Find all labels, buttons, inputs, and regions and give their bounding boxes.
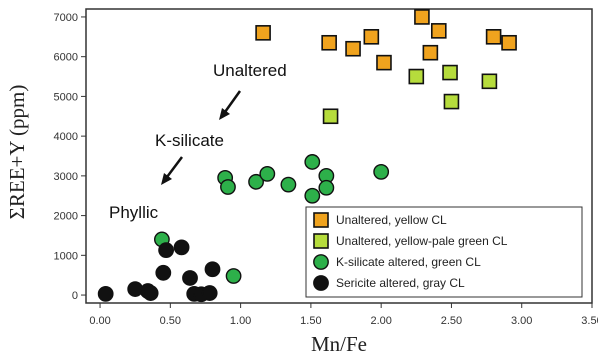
data-point <box>182 270 198 286</box>
x-tick-label: 3.50 <box>581 315 598 327</box>
data-point <box>248 173 264 190</box>
series-group <box>255 9 517 71</box>
data-point <box>481 73 498 90</box>
data-point <box>280 176 297 193</box>
data-point <box>373 163 390 180</box>
x-axis-ticks: 0.00 0.50 1.00 1.50 2.00 2.50 3.00 3.50 <box>89 303 598 327</box>
data-point <box>204 261 221 278</box>
data-point <box>443 93 460 110</box>
legend-item: Unaltered, yellow CL <box>313 212 447 228</box>
legend-item: K-silicate altered, green CL <box>313 254 481 270</box>
legend-marker <box>313 212 329 228</box>
legend-marker <box>313 275 329 291</box>
x-tick-label: 2.00 <box>370 315 391 327</box>
legend-item: Unaltered, yellow-pale green CL <box>313 233 508 249</box>
data-points <box>97 9 517 303</box>
y-tick-label: 5000 <box>54 91 78 103</box>
y-tick-label: 2000 <box>54 211 78 223</box>
arrow-icon <box>219 90 242 120</box>
data-point <box>376 54 392 71</box>
legend-label: K-silicate altered, green CL <box>336 255 481 269</box>
series-group <box>322 64 498 125</box>
legend: Unaltered, yellow CL Unaltered, yellow-pa… <box>305 206 583 298</box>
data-point <box>318 179 335 196</box>
data-point <box>422 44 439 61</box>
y-tick-label: 4000 <box>54 131 78 143</box>
legend-label: Unaltered, yellow-pale green CL <box>336 234 508 248</box>
x-tick-label: 1.50 <box>300 315 321 327</box>
data-point <box>158 242 175 259</box>
legend-marker <box>313 254 329 270</box>
legend-label: Unaltered, yellow CL <box>336 213 447 227</box>
x-tick-label: 2.50 <box>441 315 462 327</box>
annotation-k-silicate: K-silicate <box>155 131 224 150</box>
data-point <box>485 29 502 45</box>
data-point <box>304 187 321 204</box>
legend-label: Sericite altered, gray CL <box>336 276 465 290</box>
data-point <box>501 34 517 51</box>
annotation-phyllic: Phyllic <box>109 203 159 222</box>
data-point <box>155 264 172 281</box>
plot-border <box>85 8 593 304</box>
data-point <box>220 179 236 195</box>
data-point <box>414 9 430 25</box>
data-point <box>225 268 242 284</box>
data-point <box>255 25 271 41</box>
legend-item: Sericite altered, gray CL <box>313 275 465 291</box>
y-tick-label: 6000 <box>54 52 78 64</box>
y-tick-label: 7000 <box>54 12 78 24</box>
annotation-unaltered: Unaltered <box>213 61 287 80</box>
data-point <box>322 108 339 125</box>
y-tick-label: 1000 <box>54 250 78 262</box>
data-point <box>201 285 218 301</box>
data-point <box>363 29 380 45</box>
x-tick-label: 0.50 <box>160 315 181 327</box>
data-point <box>345 40 361 57</box>
legend-box <box>305 206 583 298</box>
y-tick-label: 0 <box>72 290 78 302</box>
data-point <box>97 285 114 302</box>
data-point <box>430 23 447 39</box>
data-point <box>304 154 321 170</box>
series-group <box>153 154 390 284</box>
plot-frame <box>85 8 593 304</box>
data-point <box>259 165 276 182</box>
x-tick-label: 0.00 <box>89 315 110 327</box>
x-tick-label: 3.00 <box>511 315 532 327</box>
y-axis-title: ΣREE+Y (ppm) <box>5 85 29 220</box>
x-tick-label: 1.00 <box>230 315 251 327</box>
data-point <box>442 64 458 81</box>
data-point <box>408 68 425 85</box>
trend-annotations: Unaltered K-silicate Phyllic <box>109 61 287 222</box>
y-tick-label: 3000 <box>54 171 78 183</box>
data-point <box>321 34 337 51</box>
series-group <box>97 239 221 303</box>
data-point <box>173 239 190 256</box>
y-axis-ticks: 0 1000 2000 3000 4000 5000 6000 7000 <box>54 12 86 302</box>
x-axis-title: Mn/Fe <box>311 332 367 356</box>
arrow-icon <box>161 156 183 185</box>
data-point <box>142 285 159 301</box>
legend-marker <box>313 233 329 249</box>
